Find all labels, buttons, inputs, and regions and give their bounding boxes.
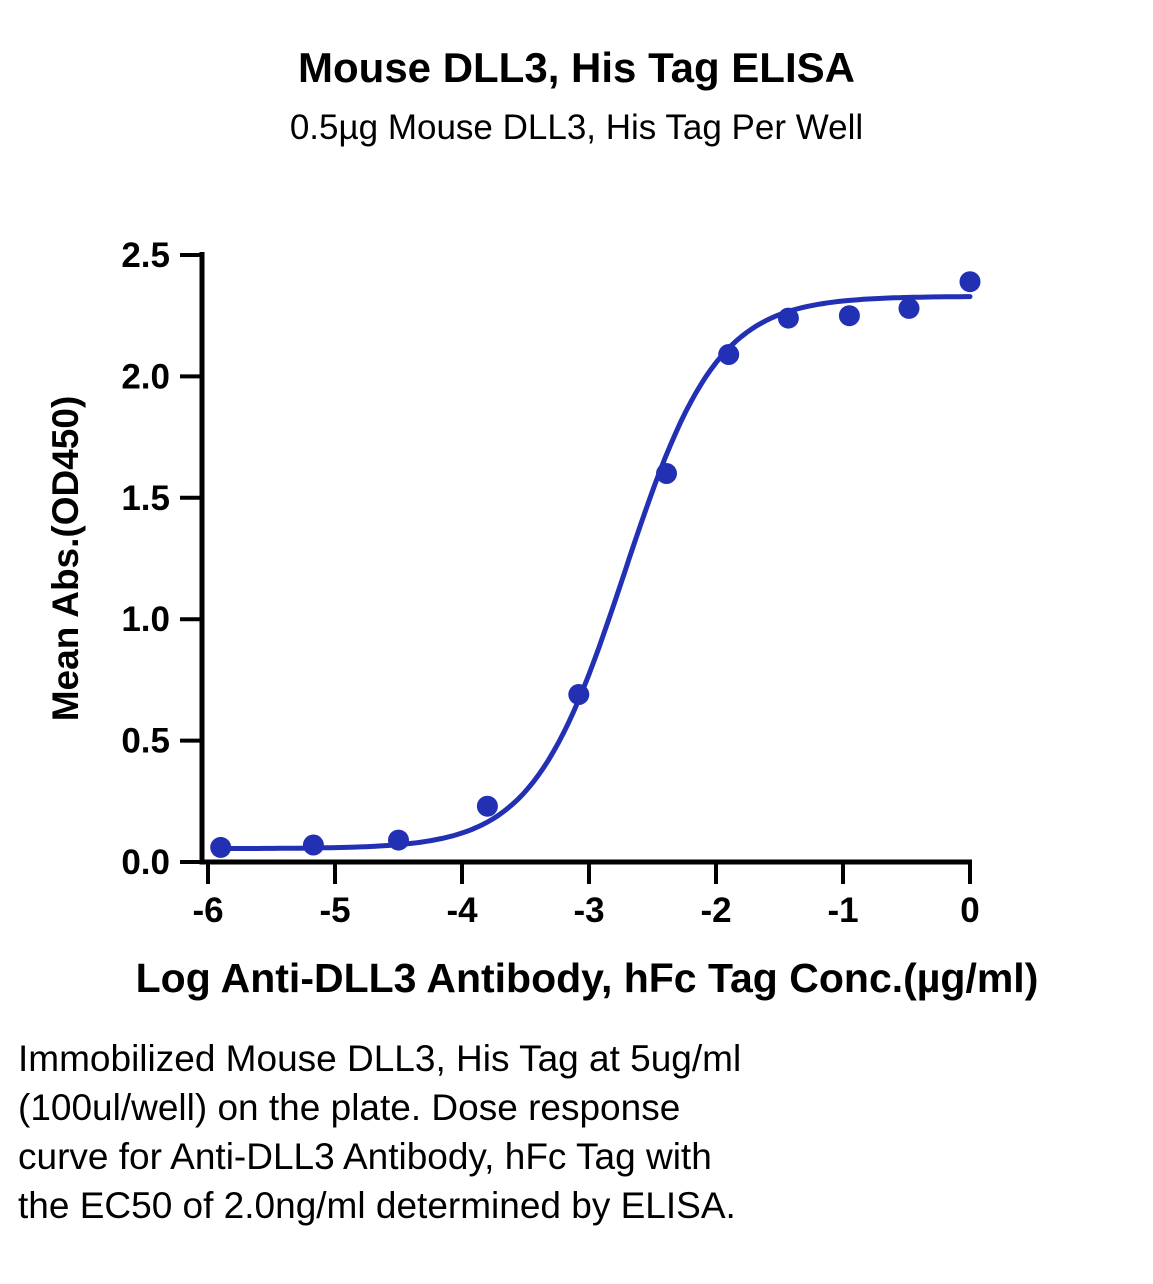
x-tick-label: -4 xyxy=(446,891,478,930)
y-tick-label: 2.5 xyxy=(121,236,170,275)
y-tick-label: 1.0 xyxy=(121,600,170,639)
x-axis-title: Log Anti-DLL3 Antibody, hFc Tag Conc.(µg… xyxy=(136,955,1039,1001)
data-point xyxy=(476,795,498,817)
x-tick-label: 0 xyxy=(960,891,979,930)
y-tick-label: 1.5 xyxy=(121,479,170,518)
figure-caption: Immobilized Mouse DLL3, His Tag at 5ug/m… xyxy=(18,1038,742,1227)
x-tick-label: -6 xyxy=(192,891,223,930)
y-axis-title: Mean Abs.(OD450) xyxy=(45,396,86,722)
data-point xyxy=(388,829,409,851)
data-point xyxy=(838,305,860,327)
data-point xyxy=(898,298,920,320)
chart-subtitle: 0.5µg Mouse DLL3, His Tag Per Well xyxy=(289,108,864,148)
data-point xyxy=(959,271,981,293)
chart-header: Mouse DLL3, His Tag ELISA 0.5µg Mouse DL… xyxy=(0,0,1153,148)
y-tick-label: 2.0 xyxy=(121,358,170,397)
data-point xyxy=(210,837,232,859)
x-tick-label: -5 xyxy=(319,891,350,930)
y-tick-label: 0.5 xyxy=(121,722,170,761)
data-point xyxy=(718,344,740,366)
y-tick-label: 0.0 xyxy=(121,843,170,882)
data-point xyxy=(568,684,590,706)
x-tick-label: -1 xyxy=(827,891,858,930)
data-point xyxy=(777,307,799,329)
x-tick-label: -2 xyxy=(700,891,731,930)
chart-title: Mouse DLL3, His Tag ELISA xyxy=(298,44,855,91)
data-point xyxy=(656,463,677,485)
data-point xyxy=(302,834,324,856)
elisa-dose-response-chart: 0.0 0.5 1.0 1.5 2.0 2.5 -6 -5 -4 -3 -2 -1 0 Mean Abs.… xyxy=(45,236,1039,1001)
fit-curve xyxy=(215,294,973,852)
x-tick-label: -3 xyxy=(573,891,604,930)
